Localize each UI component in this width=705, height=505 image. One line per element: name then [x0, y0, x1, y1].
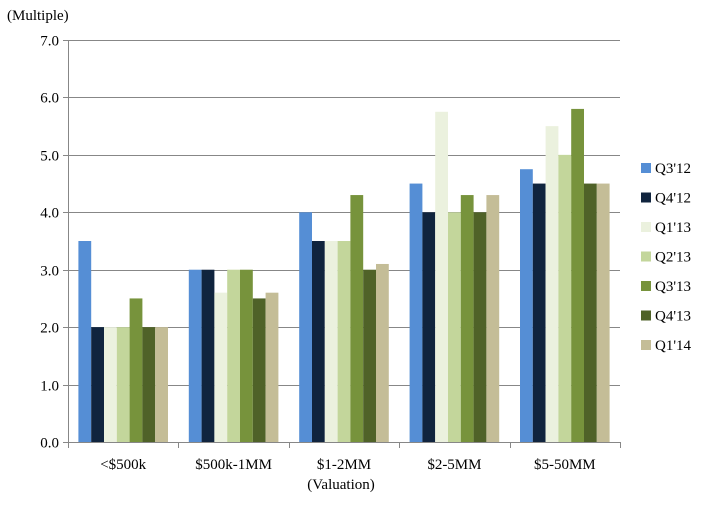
bar	[201, 269, 215, 442]
x-tick-label: $1-2MM	[317, 457, 371, 473]
bar	[435, 111, 448, 442]
bar	[596, 183, 610, 442]
bar	[337, 241, 351, 442]
legend-swatch	[641, 163, 651, 173]
x-tick-label: $2-5MM	[427, 457, 481, 473]
bar	[214, 292, 228, 442]
legend-label: Q4'12	[655, 191, 691, 207]
x-axis-title: (Valuation)	[307, 477, 374, 493]
bar	[142, 327, 156, 442]
bar	[571, 108, 584, 442]
bar	[116, 327, 130, 442]
y-tick-label: 4.0	[40, 206, 59, 222]
bar	[422, 212, 436, 442]
y-tick-label: 6.0	[40, 91, 59, 107]
legend-swatch	[641, 192, 651, 203]
bar	[129, 298, 143, 442]
bar	[227, 269, 240, 442]
bar	[532, 183, 546, 442]
bar	[155, 327, 168, 442]
x-tick-label: <$500k	[100, 457, 146, 473]
bar	[584, 183, 597, 442]
bar	[324, 241, 338, 442]
bar	[78, 241, 92, 442]
legend-swatch	[641, 310, 651, 321]
bars	[78, 108, 610, 443]
bar	[520, 169, 533, 442]
bar	[448, 212, 461, 442]
legend-label: Q1'14	[655, 338, 692, 354]
legend-label: Q2'13	[655, 250, 691, 266]
x-tick-label: $5-50MM	[534, 457, 596, 473]
y-tick-label: 5.0	[40, 149, 59, 165]
y-tick-label: 2.0	[40, 321, 59, 337]
bar	[312, 241, 325, 442]
legend-label: Q3'12	[655, 161, 691, 177]
bar	[473, 212, 487, 442]
bar	[460, 195, 474, 442]
axes: 0.0 1.0 2.0 3.0 4.0 5.0 6.0 7.0 <$500k $500k-1MM $…	[40, 34, 621, 473]
bar	[104, 327, 117, 442]
legend-swatch	[641, 222, 651, 232]
bar	[376, 263, 389, 442]
legend-label: Q3'13	[655, 279, 691, 295]
legend-swatch	[641, 340, 651, 350]
bar	[240, 269, 253, 442]
legend-swatch	[641, 251, 651, 262]
bar	[409, 183, 423, 442]
bar	[545, 126, 559, 442]
y-tick-label: 3.0	[40, 264, 59, 280]
bar	[350, 195, 364, 442]
y-tick-label: 1.0	[40, 379, 59, 395]
y-tick-label: 0.0	[40, 436, 59, 452]
x-tick-label: $500k-1MM	[195, 457, 272, 473]
legend-label: Q4'13	[655, 309, 691, 325]
legend: Q3'12 Q4'12 Q1'13 Q2'13 Q3'13 Q4'13 Q1'14	[641, 161, 692, 354]
bar	[558, 154, 572, 443]
legend-label: Q1'13	[655, 220, 691, 236]
y-axis-title: (Multiple)	[7, 8, 69, 24]
bar	[486, 195, 500, 442]
y-tick-label: 7.0	[40, 34, 59, 50]
legend-swatch	[641, 281, 651, 291]
bar	[252, 298, 266, 442]
bar	[363, 269, 376, 442]
bar	[265, 292, 279, 442]
bar	[91, 327, 104, 442]
bar	[299, 212, 312, 442]
bar	[188, 269, 202, 442]
